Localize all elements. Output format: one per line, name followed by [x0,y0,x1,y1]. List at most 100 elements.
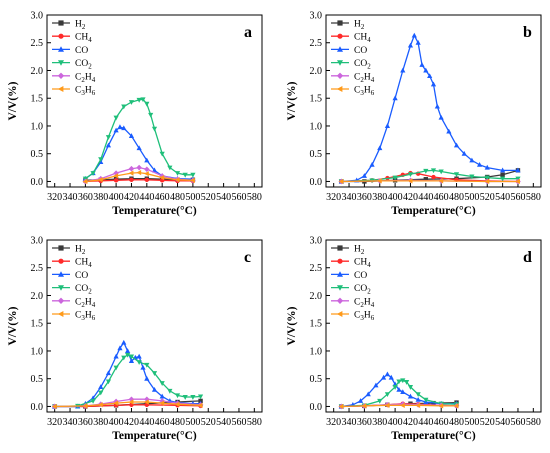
x-tick-label: 400 [388,192,403,203]
data-point [377,145,383,151]
data-point [380,374,387,380]
x-tick-label: 560 [510,417,525,428]
legend-entry: CO2 [354,59,371,71]
data-point [159,398,165,404]
data-point [121,355,127,361]
series-line [341,33,518,183]
legend-entry: CO2 [75,59,92,71]
x-tick-label: 400 [109,417,124,428]
data-point [105,370,112,376]
legend-entry: C3H6 [354,311,375,323]
data-point [159,174,165,181]
data-point [357,398,364,403]
data-point [144,362,150,368]
data-point [438,169,444,175]
legend-entry: CH4 [75,33,92,45]
series-line [341,169,518,183]
x-tick-label: 340 [342,417,357,428]
data-point [500,176,506,182]
data-point [396,379,402,385]
data-point [136,164,142,171]
x-tick-label: 340 [342,192,357,203]
data-point [97,402,103,408]
data-point [500,172,505,177]
data-point [377,398,383,404]
x-tick-label: 540 [216,192,231,203]
x-tick-label: 340 [63,417,78,428]
series-5 [338,402,459,410]
data-point [51,403,57,410]
y-tick-label: 1.0 [310,121,323,132]
data-point [148,112,154,118]
data-point [438,403,444,409]
legend-entry: C2H4 [75,297,96,309]
x-tick-label: 480 [449,417,464,428]
y-tick-label: 2.5 [31,38,44,49]
data-point [446,128,452,134]
y-axis-title: V/V(%) [286,306,298,345]
y-tick-label: 3.0 [31,11,44,22]
series-5 [338,178,520,185]
series-3 [52,352,204,410]
y-tick-label: 0.5 [310,149,323,160]
x-tick-label: 480 [170,192,185,203]
legend-marker [58,285,64,291]
legend-marker [58,46,64,52]
legend-entry: C3H6 [354,86,375,98]
data-point [484,175,490,181]
x-tick-label: 460 [155,417,170,428]
data-point [90,171,96,176]
y-tick-label: 0.5 [31,149,44,160]
data-point [476,162,483,167]
data-point [407,42,414,48]
data-point [500,167,506,173]
data-point [113,115,119,121]
data-point [427,73,433,79]
data-point [174,393,181,399]
data-point [338,178,344,185]
x-tick-label: 400 [388,417,403,428]
legend-entry: CH4 [354,33,371,45]
x-tick-label: 440 [418,417,433,428]
data-point [430,81,437,87]
data-point [515,178,520,185]
x-tick-label: 520 [480,192,495,203]
data-point [136,97,142,103]
panel-label-b: b [523,24,532,41]
x-tick-label: 360 [357,192,372,203]
x-tick-label: 580 [247,192,262,203]
legend-marker [337,245,343,251]
legend-marker [58,271,64,277]
x-tick-label: 560 [231,192,246,203]
data-point [434,103,440,109]
x-tick-label: 400 [109,192,124,203]
data-point [129,177,134,182]
legend-marker [57,297,65,304]
y-tick-label: 2.5 [310,38,323,49]
data-point [121,339,127,345]
data-point [453,403,459,409]
data-point [392,175,398,181]
x-tick-label: 440 [139,417,154,428]
data-point [97,177,103,183]
data-point [182,395,188,400]
data-point [361,403,367,409]
data-point [151,387,158,392]
data-point [484,164,490,170]
data-point [151,371,158,376]
x-axis-title: Temperature(°C) [112,430,197,442]
y-axis-title: V/V(%) [7,306,19,345]
legend-marker [336,72,344,79]
x-tick-label: 540 [495,417,510,428]
x-tick-label: 580 [526,417,541,428]
data-point [400,67,406,73]
data-point [151,126,158,132]
x-axis-title: Temperature(°C) [112,205,197,217]
data-point [384,371,391,377]
data-point [423,397,429,403]
data-point [159,151,165,157]
